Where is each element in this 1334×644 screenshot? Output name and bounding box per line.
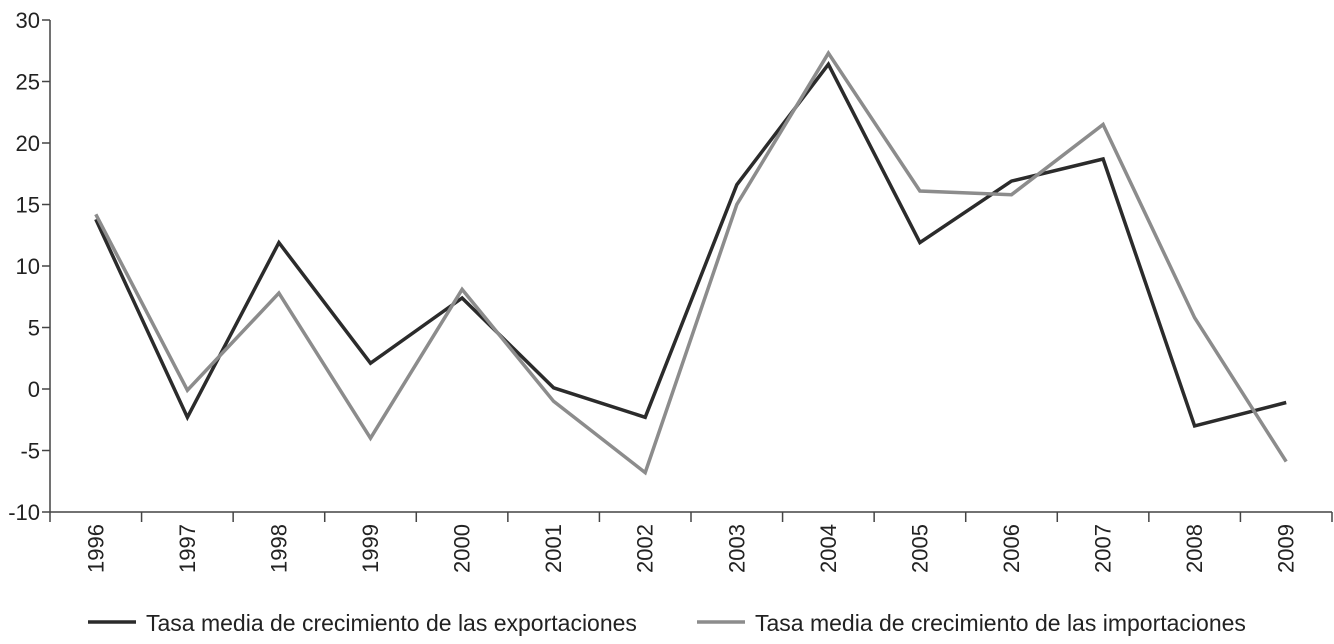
y-axis-ticks: 30 25 20 15 10 5 0 -5 -10 — [8, 8, 50, 525]
series-line-importaciones — [94, 49, 1288, 476]
y-tick-label: -5 — [20, 439, 40, 464]
x-tick-label: 2002 — [633, 524, 658, 573]
x-axis-ticks: 1996 1997 1998 1999 2000 2001 2002 2003 2004 2005… — [49, 512, 1333, 573]
x-tick-label: 1999 — [358, 524, 383, 573]
x-tick-label: 2009 — [1274, 524, 1299, 573]
x-tick-label: 2006 — [999, 524, 1024, 573]
y-tick-label: 15 — [16, 193, 40, 218]
chart-legend: Tasa media de crecimiento de las exporta… — [88, 610, 1246, 636]
y-tick-label: -10 — [8, 500, 40, 525]
x-tick-label: 1998 — [266, 524, 291, 573]
legend-label: Tasa media de crecimiento de las importa… — [755, 610, 1246, 636]
x-tick-label: 2005 — [907, 524, 932, 573]
y-tick-label: 10 — [16, 254, 40, 279]
y-tick-label: 30 — [16, 8, 40, 33]
y-tick-label: 20 — [16, 131, 40, 156]
x-tick-label: 2008 — [1182, 524, 1207, 573]
y-tick-label: 25 — [16, 70, 40, 95]
chart-series — [94, 49, 1288, 476]
x-tick-label: 2003 — [724, 524, 749, 573]
x-tick-label: 1997 — [175, 524, 200, 573]
x-tick-label: 2007 — [1091, 524, 1116, 573]
series-line-exportaciones — [94, 61, 1287, 428]
x-tick-label: 2000 — [450, 524, 475, 573]
x-tick-label: 2004 — [816, 524, 841, 573]
legend-label: Tasa media de crecimiento de las exporta… — [146, 610, 637, 636]
y-tick-label: 5 — [28, 316, 40, 341]
x-tick-label: 2001 — [541, 524, 566, 573]
x-tick-label: 1996 — [83, 524, 108, 573]
y-tick-label: 0 — [28, 377, 40, 402]
